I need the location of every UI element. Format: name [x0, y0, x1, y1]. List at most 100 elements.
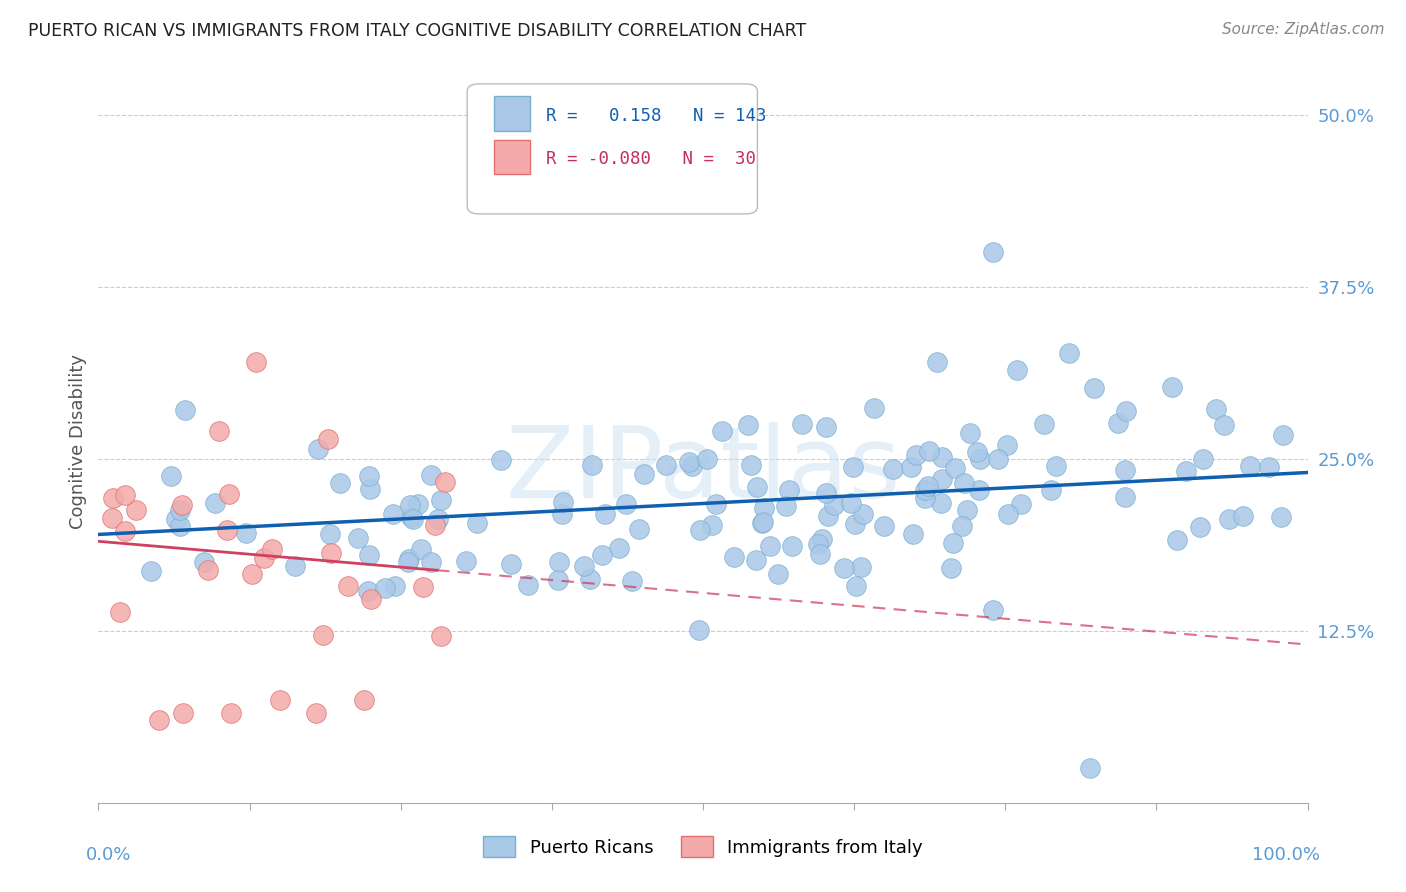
Point [359, 469, 381, 483]
Point [931, 450, 953, 465]
Point [969, 452, 991, 467]
Text: R = -0.080   N =  30: R = -0.080 N = 30 [546, 151, 756, 169]
Point [873, 519, 896, 533]
Point [808, 547, 831, 561]
Point [1005, 363, 1028, 377]
Point [917, 479, 939, 493]
Point [551, 495, 574, 509]
Point [633, 467, 655, 481]
Point [489, 453, 512, 467]
Point [700, 517, 723, 532]
Point [1189, 519, 1212, 533]
Point [941, 536, 963, 550]
Point [959, 426, 981, 441]
Point [572, 559, 595, 574]
Text: 100.0%: 100.0% [1251, 847, 1320, 864]
Point [245, 355, 267, 369]
Point [434, 475, 457, 489]
Point [981, 603, 1004, 617]
Point [844, 517, 866, 532]
Point [967, 483, 990, 497]
Point [321, 546, 343, 560]
Point [169, 503, 191, 517]
Point [1045, 459, 1067, 474]
Legend: Puerto Ricans, Immigrants from Italy: Puerto Ricans, Immigrants from Italy [474, 827, 932, 866]
Point [943, 461, 966, 475]
Text: Source: ZipAtlas.com: Source: ZipAtlas.com [1222, 22, 1385, 37]
Point [882, 462, 904, 476]
Point [579, 572, 602, 586]
Point [925, 354, 948, 368]
Point [696, 451, 718, 466]
Point [901, 527, 924, 541]
Point [260, 541, 283, 556]
Point [581, 458, 603, 472]
Point [548, 555, 571, 569]
Point [931, 472, 953, 486]
Point [425, 517, 447, 532]
Point [430, 629, 453, 643]
Point [950, 519, 973, 533]
Point [1166, 533, 1188, 547]
FancyBboxPatch shape [494, 96, 530, 131]
Point [172, 499, 194, 513]
Point [174, 403, 197, 417]
Point [593, 507, 616, 521]
Point [408, 497, 430, 511]
Point [1114, 490, 1136, 504]
Point [1083, 381, 1105, 395]
Point [780, 539, 803, 553]
Point [139, 564, 162, 578]
Point [1039, 483, 1062, 497]
Point [346, 531, 368, 545]
Point [689, 523, 711, 537]
Point [863, 401, 886, 416]
Point [337, 578, 360, 592]
Point [221, 706, 243, 721]
Point [655, 458, 678, 472]
Point [172, 706, 194, 721]
Point [360, 591, 382, 606]
Point [914, 491, 936, 505]
Point [316, 433, 339, 447]
Point [419, 555, 441, 569]
Point [240, 567, 263, 582]
Point [842, 459, 865, 474]
Point [905, 449, 928, 463]
Point [125, 503, 148, 517]
Point [359, 482, 381, 496]
Point [1192, 451, 1215, 466]
Point [681, 459, 703, 474]
Point [941, 561, 963, 575]
Point [1205, 401, 1227, 416]
Point [621, 574, 644, 588]
Point [1232, 508, 1254, 523]
Point [711, 424, 734, 438]
Point [1272, 428, 1295, 442]
Point [997, 507, 1019, 521]
Point [807, 537, 830, 551]
Point [305, 706, 328, 721]
Point [966, 445, 988, 459]
Point [1213, 417, 1236, 432]
Point [550, 507, 572, 521]
Point [312, 627, 335, 641]
Point [845, 579, 868, 593]
Point [815, 420, 838, 434]
Point [752, 516, 775, 530]
Point [204, 496, 226, 510]
Point [307, 442, 329, 456]
Point [148, 713, 170, 727]
Point [412, 580, 434, 594]
Point [614, 497, 637, 511]
Point [235, 525, 257, 540]
Point [357, 583, 380, 598]
Point [114, 524, 136, 538]
Point [914, 483, 936, 497]
Point [918, 444, 941, 458]
Text: 0.0%: 0.0% [86, 847, 132, 864]
Point [758, 539, 780, 553]
Point [852, 508, 875, 522]
Point [1257, 459, 1279, 474]
Point [516, 578, 538, 592]
